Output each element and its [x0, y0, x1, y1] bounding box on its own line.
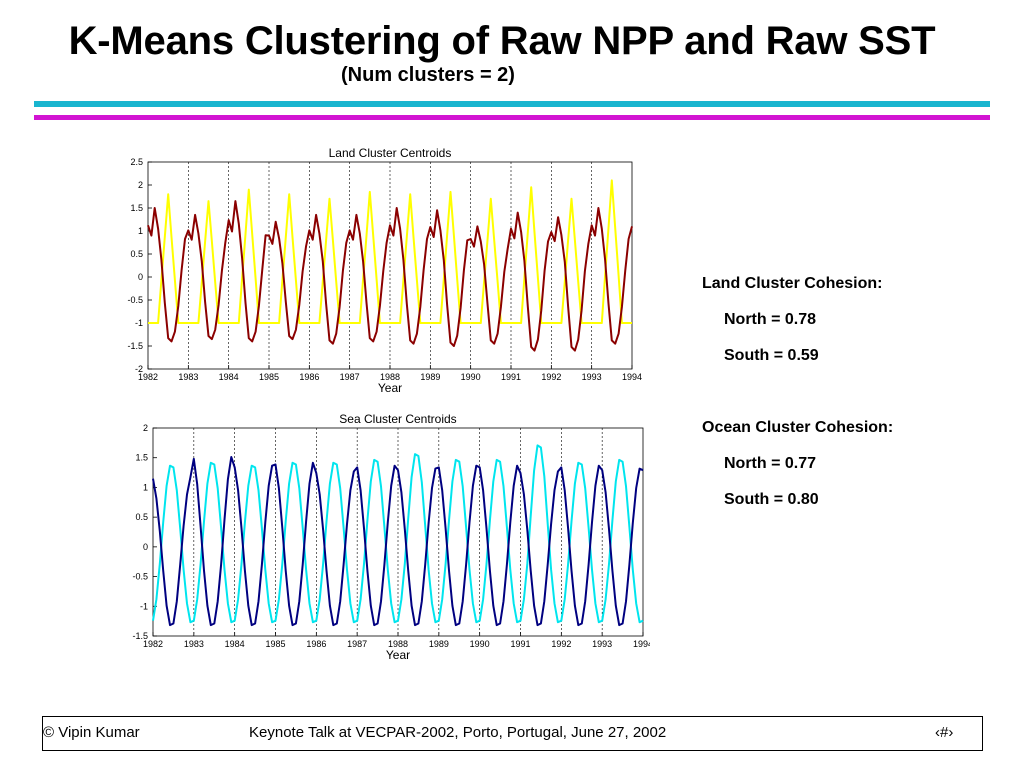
x-tick-label: 1984: [225, 639, 245, 649]
footer-author: © Vipin Kumar: [43, 724, 140, 741]
x-tick-label: 1988: [388, 639, 408, 649]
x-tick-label: 1984: [219, 372, 239, 382]
y-tick-label: -1.5: [132, 631, 148, 641]
x-tick-label: 1988: [380, 372, 400, 382]
x-tick-label: 1991: [510, 639, 530, 649]
series-line-1: [148, 179, 632, 324]
x-tick-label: 1993: [582, 372, 602, 382]
x-tick-label: 1990: [470, 639, 490, 649]
series-line-1: [152, 444, 644, 624]
x-tick-label: 1983: [178, 372, 198, 382]
y-tick-label: 1.5: [130, 203, 143, 213]
y-tick-label: -1: [140, 601, 148, 611]
y-tick-label: 0.5: [130, 249, 143, 259]
chart-title: Land Cluster Centroids: [329, 146, 452, 160]
y-tick-label: 1.5: [135, 453, 148, 463]
y-tick-label: 2: [143, 423, 148, 433]
slide-footer: © Vipin Kumar Keynote Talk at VECPAR-200…: [42, 716, 983, 751]
x-tick-label: 1992: [551, 639, 571, 649]
plot-area: [147, 161, 633, 370]
y-tick-label: 1: [138, 226, 143, 236]
x-tick-label: 1987: [340, 372, 360, 382]
x-tick-label: 1993: [592, 639, 612, 649]
y-tick-label: 0: [138, 272, 143, 282]
x-tick-label: 1986: [306, 639, 326, 649]
land-cohesion-south: South = 0.59: [724, 347, 819, 364]
ocean-cohesion-south: South = 0.80: [724, 491, 819, 508]
magenta-divider: [34, 115, 990, 120]
x-tick-label: 1985: [259, 372, 279, 382]
series-line-2: [147, 200, 633, 352]
y-tick-label: 2.5: [130, 157, 143, 167]
x-tick-label: 1992: [541, 372, 561, 382]
x-tick-label: 1991: [501, 372, 521, 382]
x-tick-label: 1983: [184, 639, 204, 649]
x-tick-label: 1982: [138, 372, 158, 382]
y-tick-label: -1.5: [127, 341, 143, 351]
footer-event: Keynote Talk at VECPAR-2002, Porto, Port…: [249, 724, 667, 741]
land-cohesion-north: North = 0.78: [724, 311, 817, 328]
land-cohesion-heading: Land Cluster Cohesion:: [702, 275, 883, 292]
cohesion-stats: Land Cluster Cohesion: North = 0.78 Sout…: [702, 270, 893, 522]
x-tick-label: 1990: [461, 372, 481, 382]
x-tick-label: 1987: [347, 639, 367, 649]
sea-cluster-chart: Sea Cluster Centroids 1982 1983 1984 1985 198…: [112, 404, 653, 672]
y-tick-label: -2: [135, 364, 143, 374]
ocean-cohesion-heading: Ocean Cluster Cohesion:: [702, 419, 894, 436]
y-tick-label: 0.5: [135, 512, 148, 522]
x-tick-label: 1986: [299, 372, 319, 382]
slide-subtitle: (Num clusters = 2): [341, 64, 515, 86]
y-tick-label: 0: [143, 542, 148, 552]
x-axis-label: Year: [386, 648, 410, 662]
x-tick-label: 1994: [622, 372, 642, 382]
y-tick-label: -0.5: [127, 295, 143, 305]
x-tick-label: 1982: [143, 639, 163, 649]
slide-title: K-Means Clustering of Raw NPP and Raw SS…: [68, 19, 936, 63]
land-cluster-chart: Land Cluster Centroids 1982 1983 1984 1985 19…: [112, 140, 642, 402]
cyan-divider: [34, 101, 990, 107]
y-tick-label: -0.5: [132, 572, 148, 582]
x-tick-label: 1989: [420, 372, 440, 382]
y-tick-label: 1: [143, 482, 148, 492]
x-axis-label: Year: [378, 381, 402, 395]
series-line-2: [152, 456, 644, 627]
x-tick-label: 1985: [265, 639, 285, 649]
x-tick-label: 1994: [633, 639, 650, 649]
ocean-cohesion-north: North = 0.77: [724, 455, 817, 472]
chart-title: Sea Cluster Centroids: [339, 412, 456, 426]
y-tick-label: -1: [135, 318, 143, 328]
x-tick-label: 1989: [429, 639, 449, 649]
footer-page-number: ‹#›: [935, 724, 954, 741]
y-tick-label: 2: [138, 180, 143, 190]
